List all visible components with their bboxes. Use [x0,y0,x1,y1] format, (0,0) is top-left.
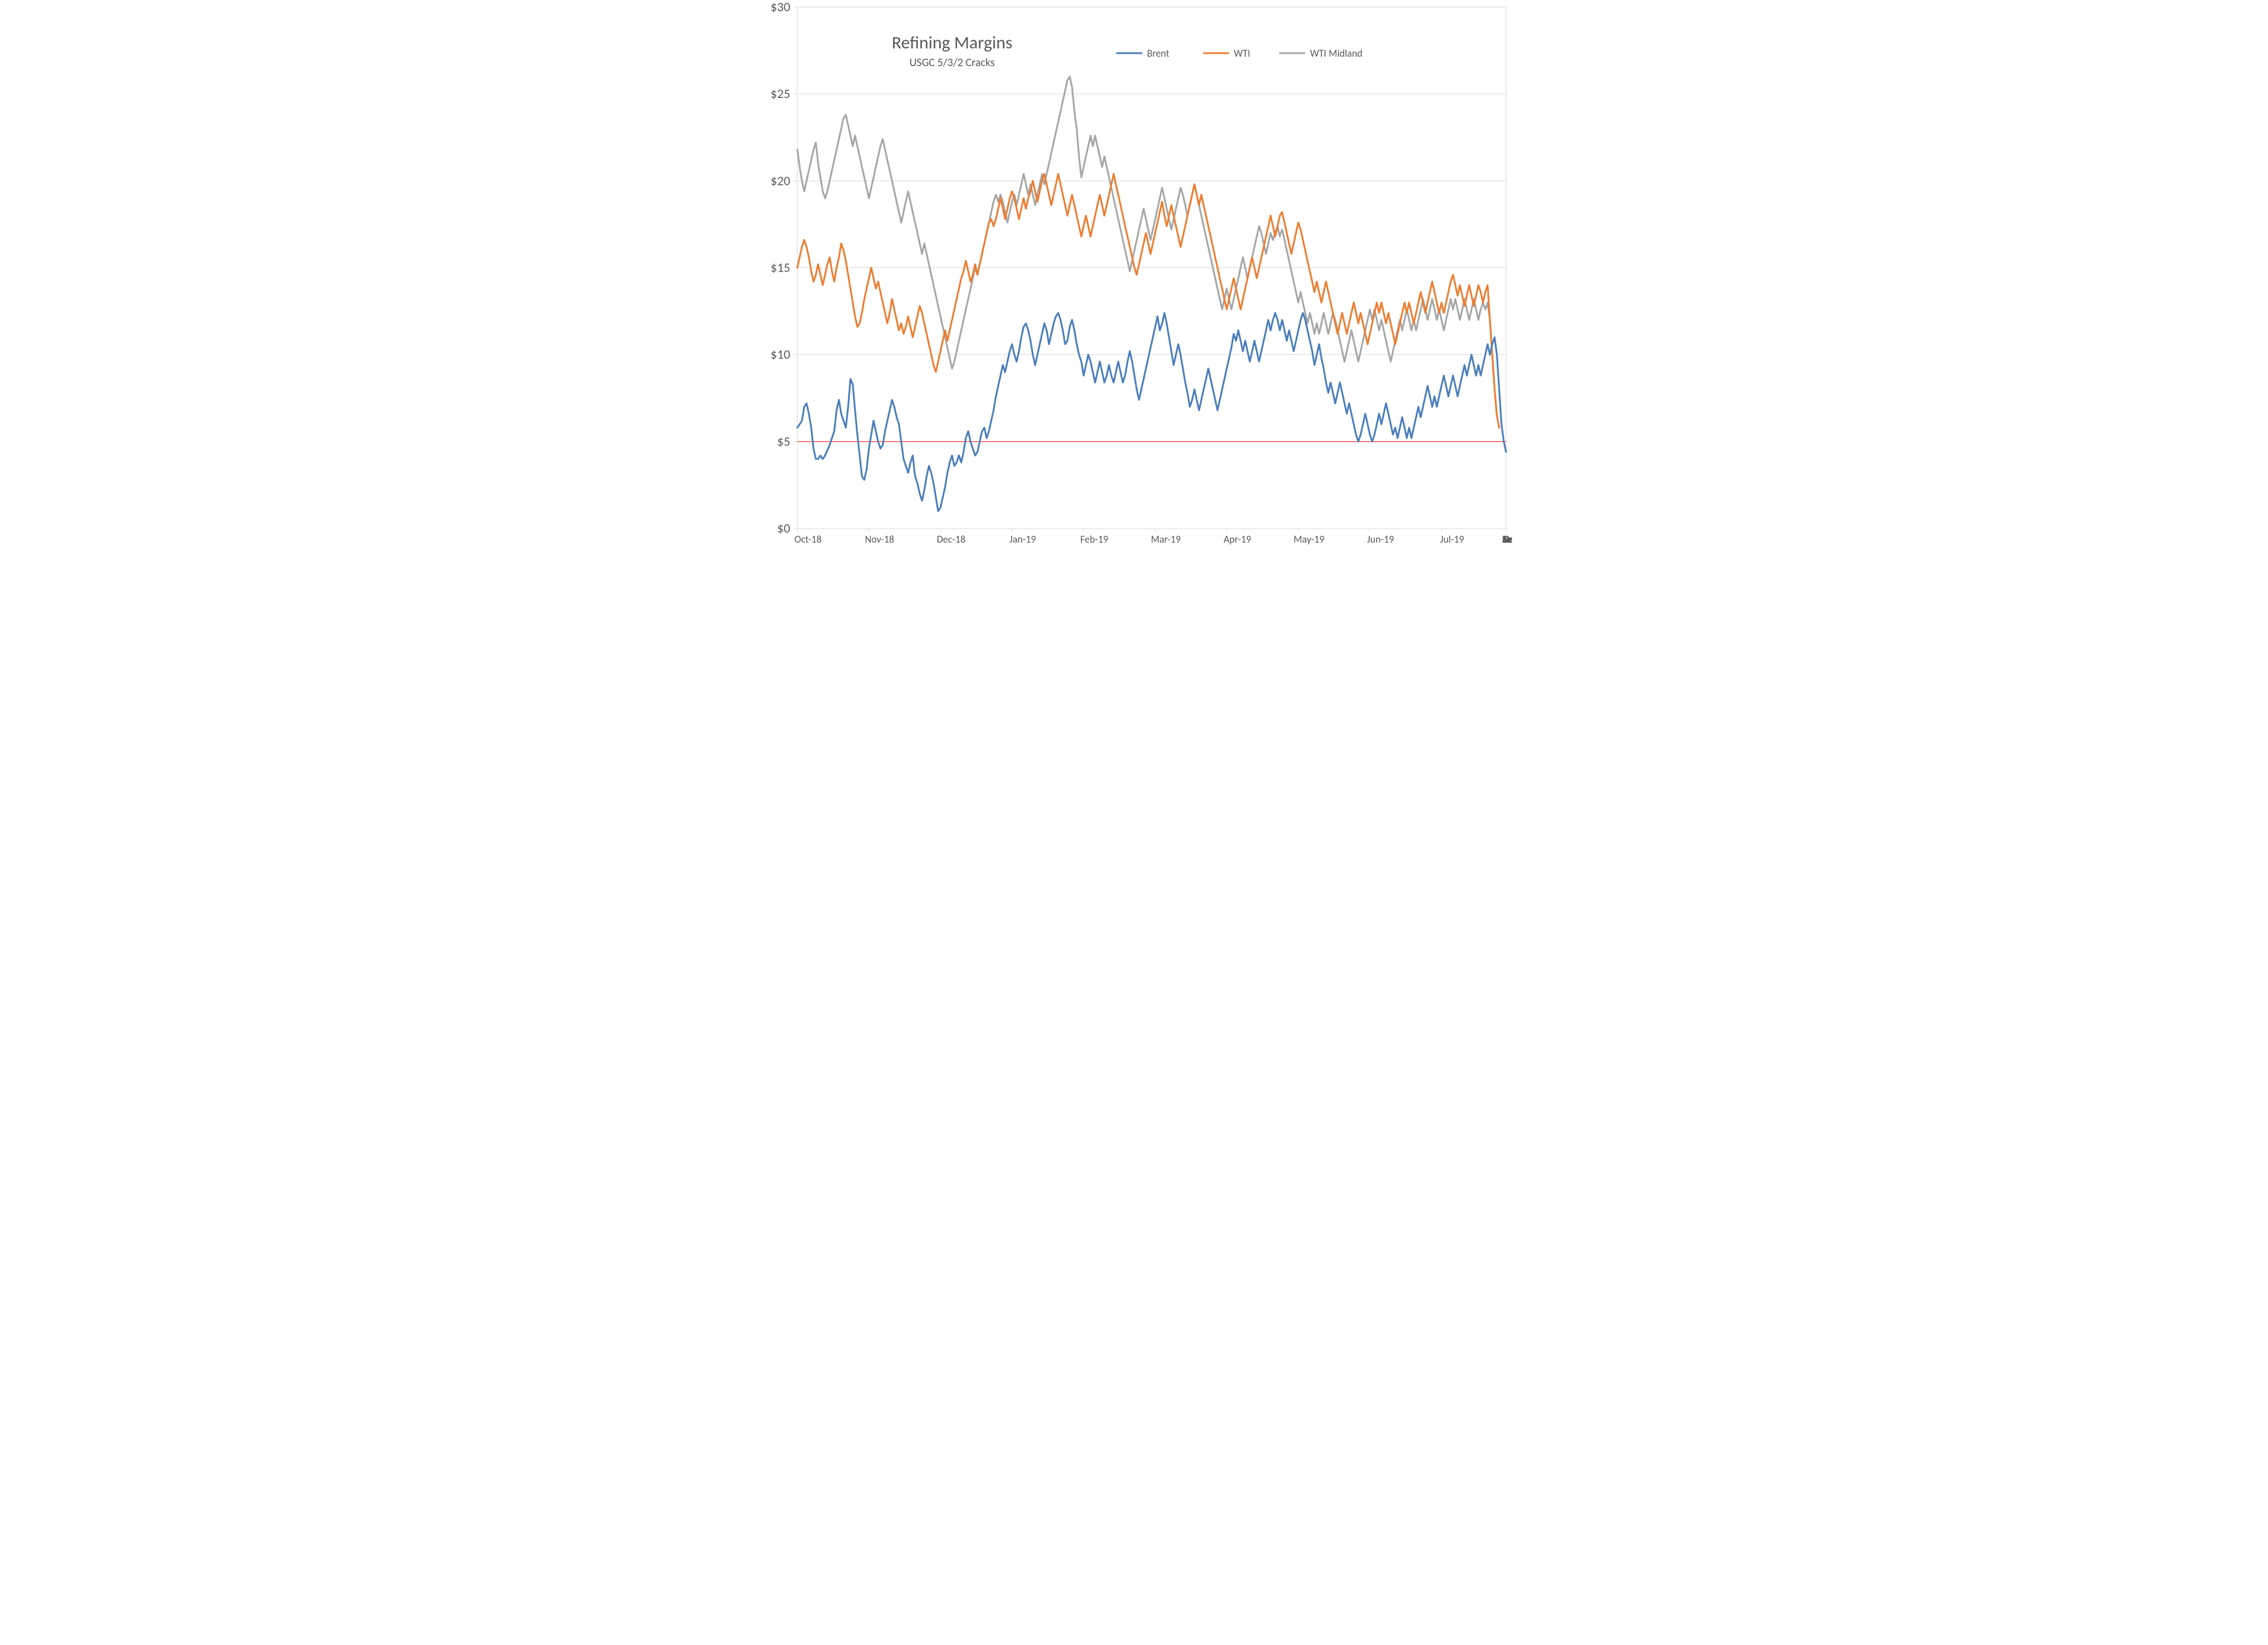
y-tick-label: $25 [771,86,790,102]
x-tick-label: Feb-20 [1503,533,1512,546]
x-tick-label: Nov-18 [865,533,894,546]
y-tick-label: $5 [777,433,790,449]
legend-label-wti_midland: WTI Midland [1310,47,1363,60]
legend-label-brent: Brent [1147,47,1169,60]
x-tick-label: Dec-18 [937,533,966,546]
x-tick-label: May-19 [1293,533,1325,546]
x-tick-label: Apr-19 [1224,533,1252,546]
x-tick-label: Jun-19 [1367,533,1394,546]
chart-svg: $0 $5 $10 $15 $20 $25 $30 Oct-18 Nov-18 Dec-18 Jan… [756,0,1512,549]
x-tick-label: Oct-18 [794,533,822,546]
y-tick-label: $30 [771,0,790,15]
x-tick-label: Jul-19 [1440,533,1464,546]
y-tick-label: $15 [771,260,790,276]
chart-subtitle: USGC 5/3/2 Cracks [910,56,995,70]
y-tick-label: $20 [771,172,790,188]
legend-label-wti: WTI [1234,47,1250,60]
y-tick-label: $0 [777,520,790,536]
x-tick-label: Feb-19 [1080,533,1109,546]
x-tick-label: Mar-19 [1151,533,1181,546]
chart-title: Refining Margins [892,32,1012,54]
x-tick-label: Jan-19 [1009,533,1036,546]
refining-margins-chart: $0 $5 $10 $15 $20 $25 $30 Oct-18 Nov-18 Dec-18 Jan… [756,0,1512,549]
y-tick-label: $10 [771,347,790,363]
